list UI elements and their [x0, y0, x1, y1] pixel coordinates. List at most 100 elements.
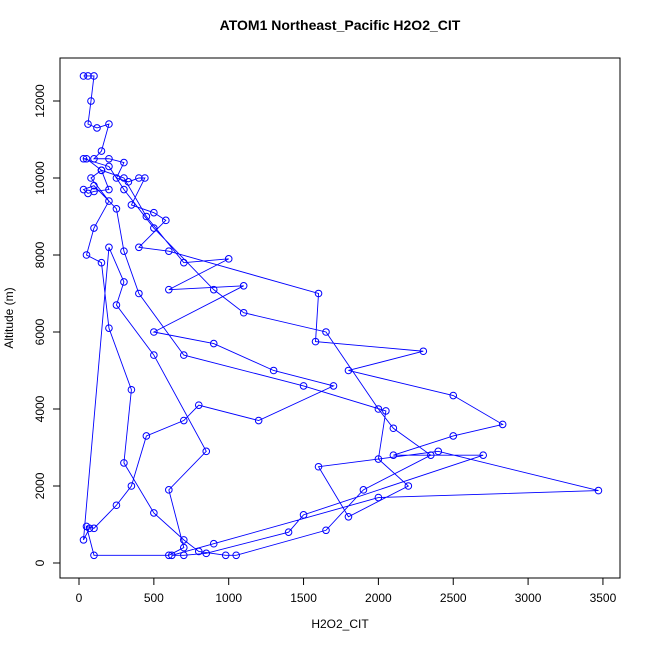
- data-point: [194, 547, 203, 556]
- x-tick-label: 3500: [590, 591, 617, 605]
- y-tick-label: 0: [33, 559, 47, 566]
- data-point: [120, 459, 128, 467]
- data-point: [389, 424, 398, 433]
- data-point: [254, 416, 263, 425]
- data-point: [209, 285, 218, 294]
- data-point: [90, 72, 98, 80]
- data-point: [120, 158, 128, 167]
- data-point: [84, 72, 92, 80]
- data-point: [179, 543, 188, 552]
- data-point: [112, 204, 121, 213]
- y-axis-label: Altitude (m): [2, 287, 16, 348]
- data-point: [374, 455, 383, 463]
- data-point: [202, 549, 211, 558]
- data-point: [314, 289, 323, 298]
- data-point: [120, 278, 128, 286]
- data-point: [284, 528, 293, 536]
- data-point: [127, 201, 136, 209]
- data-point: [120, 185, 128, 194]
- data-point: [179, 536, 188, 544]
- data-point: [162, 216, 170, 225]
- plot-frame: [59, 57, 621, 579]
- data-point: [239, 281, 248, 290]
- data-point: [105, 185, 113, 194]
- data-point: [179, 416, 188, 425]
- data-point: [82, 154, 91, 163]
- data-point: [179, 551, 188, 560]
- data-point: [449, 432, 458, 440]
- data-point: [105, 120, 113, 128]
- data-point: [150, 224, 158, 232]
- data-point: [221, 551, 230, 560]
- data-point: [105, 154, 113, 163]
- data-point: [434, 447, 443, 456]
- data-point: [426, 451, 435, 459]
- data-point: [179, 258, 188, 267]
- data-point: [311, 337, 320, 346]
- data-point: [150, 509, 158, 517]
- y-tick-label: 12000: [33, 84, 47, 118]
- data-point: [124, 178, 133, 186]
- data-point: [142, 432, 151, 440]
- data-point: [141, 174, 149, 182]
- data-point: [382, 407, 390, 415]
- data-point: [79, 536, 88, 544]
- data-point: [419, 347, 428, 356]
- data-point: [85, 524, 94, 533]
- data-point: [232, 551, 240, 560]
- data-point: [105, 197, 113, 205]
- data-point: [239, 308, 248, 317]
- data-point: [112, 501, 121, 510]
- data-point: [344, 512, 353, 521]
- data-point: [150, 208, 158, 217]
- data-point: [82, 251, 91, 259]
- data-point: [314, 462, 323, 471]
- data-point: [322, 328, 330, 336]
- data-line: [82, 75, 599, 556]
- data-point: [359, 486, 368, 494]
- data-point: [105, 243, 113, 252]
- data-point: [127, 482, 136, 490]
- y-tick-label: 10000: [33, 161, 47, 195]
- data-point: [87, 97, 95, 105]
- data-point: [87, 174, 95, 182]
- data-point: [209, 339, 218, 348]
- data-point: [168, 551, 176, 560]
- data-point: [374, 493, 383, 502]
- data-point: [299, 511, 308, 519]
- chart-title: ATOM1 Northeast_Pacific H2O2_CIT: [220, 17, 461, 33]
- x-tick-label: 500: [144, 591, 164, 605]
- data-point: [150, 351, 158, 359]
- data-point: [90, 181, 98, 190]
- data-point: [120, 174, 128, 182]
- data-point: [179, 351, 188, 359]
- data-point: [165, 486, 173, 494]
- y-tick-label: 8000: [33, 241, 47, 268]
- data-point: [594, 486, 603, 495]
- y-tick-label: 6000: [33, 318, 47, 345]
- data-point: [79, 154, 88, 163]
- x-tick-label: 2000: [365, 591, 392, 605]
- data-point: [135, 289, 143, 298]
- data-point: [449, 391, 458, 400]
- data-point: [194, 401, 203, 409]
- data-point: [209, 539, 218, 548]
- data-point: [498, 420, 507, 429]
- data-point: [79, 185, 88, 194]
- data-point: [93, 124, 101, 132]
- data-point: [135, 243, 143, 252]
- data-point: [135, 174, 143, 182]
- data-point: [79, 72, 88, 80]
- data-point: [322, 526, 330, 535]
- data-point: [299, 382, 308, 390]
- y-tick-label: 2000: [33, 472, 47, 499]
- x-tick-label: 1500: [290, 591, 317, 605]
- data-point: [374, 405, 383, 413]
- data-point: [97, 258, 106, 267]
- data-point: [90, 224, 98, 232]
- data-point: [105, 324, 113, 332]
- data-point: [404, 482, 413, 490]
- data-point: [120, 247, 128, 255]
- data-point: [329, 382, 338, 390]
- data-point: [97, 166, 106, 175]
